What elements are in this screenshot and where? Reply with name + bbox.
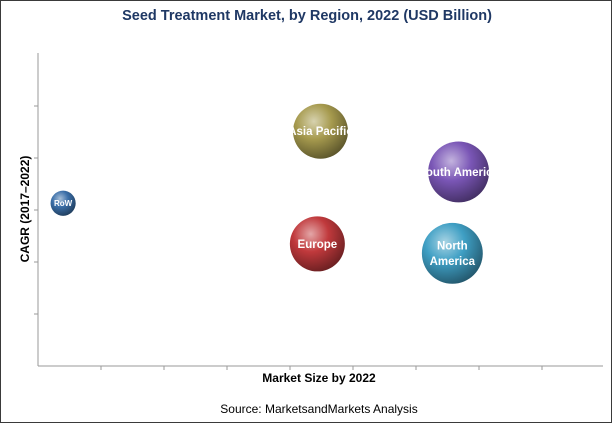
bubble-europe [289,216,345,272]
bubble-layer: RoW Asia Pacific Europe South America North A… [50,103,500,284]
bubble-label-south-america: South America [418,167,499,179]
chart-axes [34,53,603,370]
bubble-row [50,190,76,216]
y-axis-ticks [34,105,38,315]
bubble-label-north-america: North America [430,240,476,267]
bubble-asia-pacific [293,103,348,159]
bubble-south-america [428,141,490,203]
x-axis-label: Market Size by 2022 [262,371,376,385]
bubble-label-asia-pacific: Asia Pacific [288,126,353,138]
bubble-north-america [421,222,483,284]
x-axis-ticks [100,366,543,370]
bubble-label-europe: Europe [298,239,338,251]
y-axis-label: CAGR (2017–2022) [18,156,32,263]
bubble-label-row: RoW [54,199,73,208]
source-note: Source: MarketsandMarkets Analysis [220,402,417,416]
chart-title: Seed Treatment Market, by Region, 2022 (… [122,8,492,24]
